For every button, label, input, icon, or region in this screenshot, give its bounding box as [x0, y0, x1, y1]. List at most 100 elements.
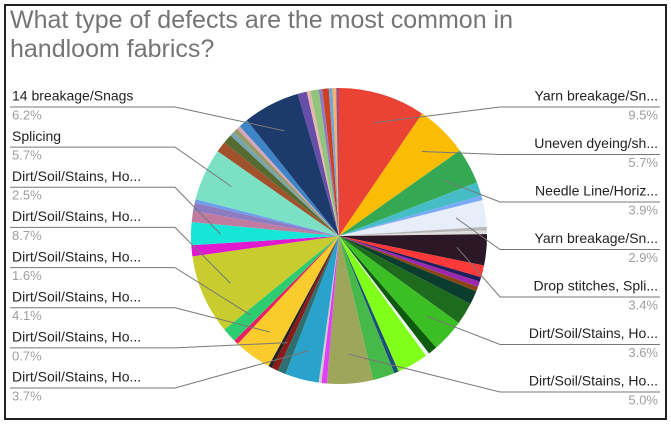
- leader-line: [10, 146, 232, 188]
- pie-slice: [318, 236, 339, 383]
- pie-slice: [234, 236, 339, 344]
- pie-slice: [285, 236, 339, 383]
- leader-line: [10, 186, 221, 235]
- pie-slice: [336, 88, 339, 236]
- slice-label: Dirt/Soil/Stains, Ho...: [12, 168, 141, 184]
- pie-slice: [237, 126, 339, 236]
- slice-value-label: 3.4%: [628, 297, 658, 312]
- pie-slice: [339, 150, 477, 236]
- pie-slice: [339, 236, 459, 348]
- slice-value-label: 4.1%: [12, 308, 42, 323]
- pie-slice: [224, 236, 339, 341]
- slice-value-label: 2.5%: [12, 188, 42, 203]
- pie-slice: [191, 222, 339, 246]
- pie-slice: [217, 142, 339, 236]
- pie-slice: [318, 88, 339, 236]
- leader-line: [456, 246, 660, 298]
- pie-slice: [339, 236, 471, 323]
- slice-label: 14 breakage/Snags: [12, 88, 133, 104]
- leader-line: [421, 150, 660, 155]
- pie-slice: [339, 236, 480, 288]
- leader-line: [443, 179, 660, 203]
- slice-value-label: 9.5%: [628, 107, 658, 122]
- chart-title: What type of defects are the most common…: [10, 6, 514, 63]
- pie-slice: [277, 236, 339, 374]
- pie-slice: [268, 236, 339, 368]
- pie-slice: [339, 236, 482, 282]
- leader-line: [10, 226, 231, 284]
- pie-slice: [339, 236, 478, 292]
- slice-label: Splicing: [12, 128, 61, 144]
- pie-slice: [339, 113, 460, 236]
- pie-slice: [339, 236, 399, 374]
- pie-slice: [339, 236, 426, 372]
- pie-slice: [321, 236, 339, 384]
- slice-label: Drop stitches, Spli...: [534, 278, 659, 294]
- pie-slice: [239, 120, 339, 236]
- slice-value-label: 2.9%: [628, 250, 658, 265]
- pie-slice: [339, 88, 423, 236]
- slice-value-label: 3.6%: [628, 345, 658, 360]
- pie-slice: [339, 236, 477, 305]
- slice-label: Yarn breakage/Sn...: [535, 88, 658, 104]
- pie-slice: [322, 88, 339, 236]
- leader-line: [10, 342, 288, 349]
- pie-slice: [328, 88, 339, 236]
- slice-value-label: 3.9%: [628, 202, 658, 217]
- leader-line: [455, 217, 660, 250]
- slice-label: Needle Line/Horiz...: [535, 183, 658, 199]
- slice-value-label: 0.7%: [12, 348, 42, 363]
- slice-label: Yarn breakage/Sn...: [535, 230, 658, 246]
- pie-slice: [194, 199, 339, 236]
- leader-line: [10, 267, 252, 316]
- pie-slice: [191, 211, 339, 236]
- leader-line: [10, 350, 310, 389]
- pie-slice: [237, 236, 339, 367]
- pie-slice: [246, 93, 339, 237]
- pie-slice: [224, 135, 339, 236]
- slice-label: Dirt/Soil/Stains, Ho...: [529, 373, 658, 389]
- slice-label: Dirt/Soil/Stains, Ho...: [12, 208, 141, 224]
- pie-slice: [339, 236, 485, 278]
- pie-slice: [297, 91, 339, 236]
- slice-label: Dirt/Soil/Stains, Ho...: [12, 248, 141, 264]
- pie-slice: [339, 226, 487, 236]
- pie-slice: [332, 88, 339, 236]
- pie-slice: [230, 132, 339, 236]
- slice-value-label: 5.7%: [628, 155, 658, 170]
- pie-slice: [193, 202, 339, 236]
- slice-label: Dirt/Soil/Stains, Ho...: [12, 369, 141, 385]
- pie-slice: [192, 236, 339, 330]
- pie-slice: [339, 182, 482, 236]
- slice-label: Dirt/Soil/Stains, Ho...: [12, 288, 141, 304]
- pie-slice: [326, 236, 374, 384]
- leader-line: [10, 307, 270, 333]
- pie-slice: [233, 128, 339, 236]
- leader-line: [10, 106, 285, 132]
- pie-slice: [195, 151, 339, 236]
- slice-value-label: 5.0%: [628, 392, 658, 407]
- slice-value-label: 1.6%: [12, 268, 42, 283]
- pie-slice: [339, 230, 487, 236]
- slice-label: Uneven dyeing/sh...: [534, 135, 658, 151]
- leader-line: [347, 353, 660, 393]
- pie-slice: [339, 200, 487, 236]
- slice-value-label: 5.7%: [12, 148, 42, 163]
- pie-slice: [310, 89, 339, 236]
- frame: [4, 4, 667, 420]
- slice-label: Dirt/Soil/Stains, Ho...: [12, 329, 141, 345]
- slice-value-label: 6.2%: [12, 107, 42, 122]
- pie-slice: [271, 236, 339, 371]
- pie-slice: [339, 236, 429, 356]
- pie-slice: [306, 90, 339, 236]
- pie-slice: [339, 236, 437, 354]
- pie-slice: [339, 236, 395, 381]
- leader-line: [373, 106, 660, 124]
- pie-slice: [339, 234, 487, 266]
- slice-value-label: 3.7%: [12, 388, 42, 403]
- leader-line: [426, 315, 660, 345]
- pie-slice: [339, 195, 483, 236]
- slice-label: Dirt/Soil/Stains, Ho...: [529, 325, 658, 341]
